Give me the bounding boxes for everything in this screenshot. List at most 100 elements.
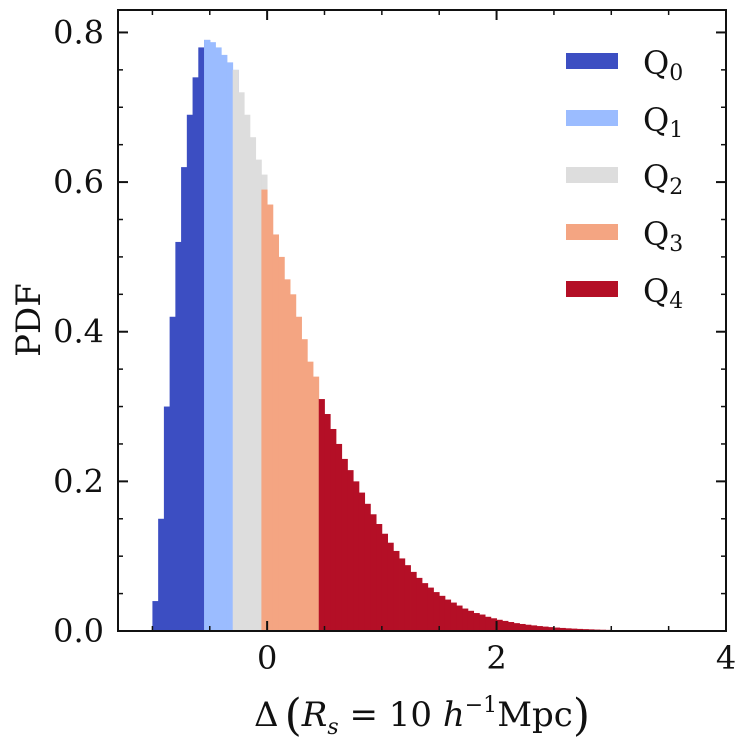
bar-q4-22 bbox=[444, 599, 452, 631]
bar-q4-26 bbox=[467, 610, 475, 631]
bar-q3-3 bbox=[278, 256, 285, 631]
bar-q3-0 bbox=[261, 189, 268, 631]
bar-q4-13 bbox=[393, 550, 400, 631]
y-tick-label: 0.4 bbox=[53, 313, 104, 351]
x-axis-title: Δ (Rs = 10 h−1Mpc) bbox=[254, 690, 590, 741]
bar-q3-5 bbox=[290, 294, 297, 631]
bar-q0-1 bbox=[158, 518, 165, 631]
bar-q4-24 bbox=[456, 605, 463, 631]
plot-frame bbox=[117, 9, 727, 632]
bar-q4-14 bbox=[399, 558, 406, 631]
bar-q4-3 bbox=[335, 443, 343, 631]
bar-q4-15 bbox=[404, 565, 411, 631]
bar-q4-34 bbox=[513, 623, 520, 631]
y-tick-label: 0.0 bbox=[53, 612, 104, 650]
ticks-layer: 0 2 4 0.0 0.2 0.4 0.6 0.8 bbox=[53, 10, 736, 677]
bar-q4-42 bbox=[559, 627, 566, 631]
bars-layer bbox=[152, 39, 727, 632]
bar-q4-27 bbox=[473, 613, 480, 631]
bar-q0-2 bbox=[163, 406, 171, 631]
bar-q4-19 bbox=[427, 587, 434, 631]
y-tick-label: 0.8 bbox=[53, 13, 104, 51]
bar-q2-0 bbox=[232, 69, 239, 632]
bar-q4-11 bbox=[381, 533, 388, 631]
bar-q4-7 bbox=[358, 492, 366, 631]
y-tick-label: 0.2 bbox=[53, 462, 104, 500]
legend-swatch bbox=[566, 224, 618, 240]
bar-q0-0 bbox=[152, 601, 159, 631]
bar-q4-4 bbox=[341, 458, 348, 631]
bar-q4-6 bbox=[353, 481, 360, 631]
x-tick-label: 0 bbox=[257, 639, 277, 677]
y-axis-title: PDF bbox=[9, 283, 49, 357]
bar-q4-20 bbox=[433, 592, 440, 631]
bar-q0-5 bbox=[181, 167, 188, 631]
bar-q4-25 bbox=[462, 608, 469, 631]
legend-label: Q3 bbox=[643, 215, 683, 257]
bar-q4-43 bbox=[565, 628, 572, 631]
bar-q4-21 bbox=[439, 595, 446, 631]
bar-q3-1 bbox=[267, 204, 274, 631]
legend-swatch bbox=[566, 110, 618, 126]
legend-label: Q1 bbox=[643, 101, 683, 143]
bar-q4-1 bbox=[324, 414, 331, 631]
bar-q3-4 bbox=[284, 279, 291, 631]
bar-q3-9 bbox=[313, 376, 320, 631]
bar-q4-28 bbox=[479, 614, 486, 631]
bar-q4-41 bbox=[553, 627, 561, 631]
bar-q2-2 bbox=[244, 114, 251, 631]
bar-q4-23 bbox=[450, 602, 457, 631]
bar-q4-38 bbox=[536, 626, 543, 631]
bar-q0-8 bbox=[198, 47, 205, 632]
bar-q0-3 bbox=[169, 316, 176, 631]
legend-swatch bbox=[566, 53, 618, 69]
bar-q4-44 bbox=[571, 628, 578, 631]
bar-q1-0 bbox=[204, 39, 211, 632]
bar-q4-40 bbox=[548, 627, 555, 631]
bar-q4-37 bbox=[530, 625, 538, 631]
bar-q1-2 bbox=[215, 47, 222, 632]
bar-q1-3 bbox=[221, 54, 228, 631]
bar-q3-6 bbox=[295, 316, 302, 631]
bar-q4-12 bbox=[387, 542, 394, 631]
bar-q2-3 bbox=[249, 137, 257, 631]
bar-q4-29 bbox=[485, 616, 492, 631]
bar-q4-18 bbox=[422, 583, 429, 631]
x-tick-label: 4 bbox=[716, 639, 736, 677]
bar-q2-1 bbox=[238, 92, 245, 632]
bar-q4-17 bbox=[416, 577, 423, 631]
bar-q4-9 bbox=[370, 514, 377, 631]
bar-q3-7 bbox=[301, 339, 308, 631]
legend-label: Q4 bbox=[643, 272, 683, 314]
bar-q1-1 bbox=[209, 42, 216, 632]
legend: Q0 Q1 Q2 Q3 Q4 bbox=[566, 44, 683, 314]
bar-q4-39 bbox=[542, 626, 549, 631]
bar-q4-0 bbox=[318, 399, 325, 631]
bar-q4-33 bbox=[508, 622, 515, 631]
bar-q4-30 bbox=[490, 618, 497, 631]
legend-label: Q0 bbox=[643, 44, 683, 86]
bar-q4-2 bbox=[330, 428, 337, 631]
bar-q2-4 bbox=[255, 159, 262, 631]
bar-q3-2 bbox=[272, 234, 280, 631]
bar-q4-16 bbox=[410, 571, 417, 631]
bar-q0-7 bbox=[192, 77, 199, 632]
bar-q4-5 bbox=[347, 470, 354, 631]
bar-q4-8 bbox=[364, 503, 371, 631]
legend-swatch bbox=[566, 167, 618, 183]
bar-q4-31 bbox=[496, 619, 503, 631]
bar-q4-10 bbox=[376, 524, 383, 631]
bar-q4-45 bbox=[576, 628, 584, 631]
bar-q3-8 bbox=[307, 361, 314, 631]
x-tick-label: 2 bbox=[486, 639, 506, 677]
svg-text:Δ(Rs = 10 h−1Mpc): Δ (Rs = 10 h−1Mpc) bbox=[254, 690, 590, 741]
y-tick-label: 0.6 bbox=[53, 163, 104, 201]
bar-q4-36 bbox=[525, 624, 532, 631]
legend-label: Q2 bbox=[643, 158, 683, 200]
bar-q4-32 bbox=[502, 620, 509, 631]
bar-q0-6 bbox=[186, 114, 193, 631]
legend-swatch bbox=[566, 281, 618, 297]
bar-q1-4 bbox=[226, 62, 234, 632]
bar-q4-35 bbox=[519, 623, 526, 631]
